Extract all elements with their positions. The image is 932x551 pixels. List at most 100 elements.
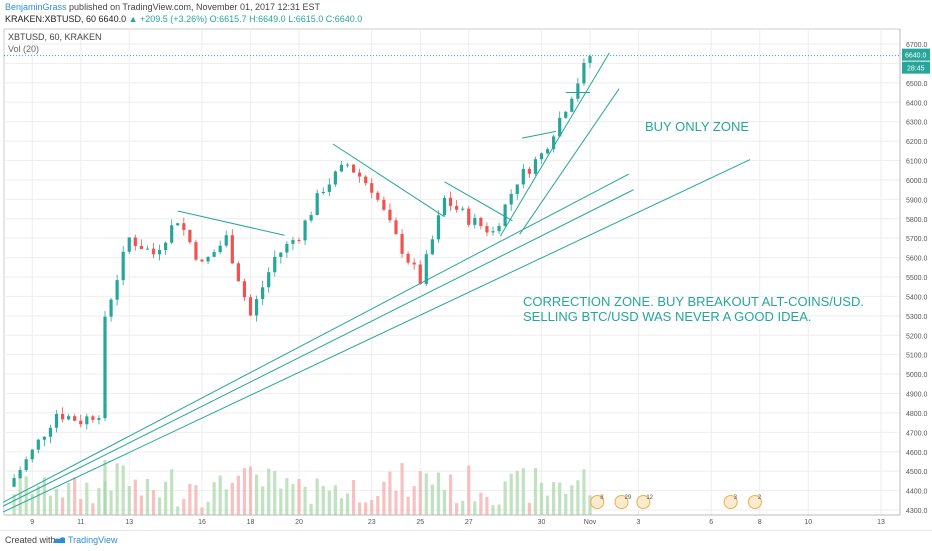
volume-bar xyxy=(188,483,192,515)
volume-bar xyxy=(157,497,162,515)
volume-bar xyxy=(491,505,495,515)
tradingview-brand-link[interactable]: TradingView xyxy=(68,535,118,545)
candle-body xyxy=(218,245,222,253)
candle-body xyxy=(491,231,495,233)
volume-bar xyxy=(521,468,525,515)
volume-bar xyxy=(242,468,247,515)
volume-bar xyxy=(406,496,410,515)
candle-body xyxy=(564,111,568,118)
ohlc-close: C:6640.0 xyxy=(325,14,363,24)
volume-bar xyxy=(291,484,295,515)
volume-bar xyxy=(60,497,65,515)
candle-body xyxy=(418,264,422,284)
candle-body xyxy=(182,223,186,230)
symbol-line: KRAKEN:XBTUSD, 60 6640.0 ▲ +209.5 (+3.26… xyxy=(5,14,362,24)
last-price: 6640.0 xyxy=(98,14,127,24)
candle-body xyxy=(436,215,441,240)
candle-body xyxy=(424,254,428,284)
trendline xyxy=(444,181,513,222)
candle-body xyxy=(406,253,410,263)
trendline xyxy=(519,88,620,235)
volume-bar xyxy=(503,481,507,515)
candle-body xyxy=(509,193,513,205)
candle-body xyxy=(97,418,101,420)
volume-bar xyxy=(509,473,513,515)
ohlc-low: L:6615.0 xyxy=(288,14,324,24)
countdown-tag-label: 28:45 xyxy=(907,66,925,73)
time-tick-label: 18 xyxy=(247,519,255,526)
price-tick-label: 4700.0 xyxy=(906,430,928,437)
volume-bar xyxy=(261,486,265,515)
volume-bar xyxy=(333,485,337,515)
trendline xyxy=(499,52,610,237)
volume-bar xyxy=(121,465,125,515)
candle-body xyxy=(552,136,556,150)
volume-bar xyxy=(388,471,392,515)
candle-body xyxy=(485,226,489,233)
candle-body xyxy=(30,449,34,460)
candle-body xyxy=(430,239,434,255)
candle-body xyxy=(242,281,247,298)
volume-bar xyxy=(18,475,22,515)
price-tick-label: 5300.0 xyxy=(906,314,928,321)
candle-body xyxy=(545,149,550,154)
event-flag-icon xyxy=(614,495,629,509)
event-count-label: 8 xyxy=(600,495,604,501)
volume-bar xyxy=(139,495,143,515)
price-chart[interactable]: 6700.06600.06500.06400.06300.06200.06100… xyxy=(0,27,932,530)
volume-bar xyxy=(582,469,586,515)
volume-bar xyxy=(267,468,271,515)
price-tick-label: 5600.0 xyxy=(906,256,928,263)
volume-bar xyxy=(515,471,519,515)
time-tick-label: 16 xyxy=(198,519,206,526)
candle-body xyxy=(455,205,459,210)
volume-bar xyxy=(36,485,40,515)
price-tick-label: 4300.0 xyxy=(906,508,928,515)
last-price-tag-label: 6640.0 xyxy=(905,53,927,60)
candle-body xyxy=(200,259,204,262)
created-with-text: Created with xyxy=(5,535,56,545)
candle-body xyxy=(370,183,374,193)
price-tick-label: 6400.0 xyxy=(906,100,928,107)
candle-body xyxy=(327,184,331,192)
price-tick-label: 4600.0 xyxy=(906,450,928,457)
annotation-buy-zone: BUY ONLY ZONE xyxy=(645,119,749,134)
volume-bar xyxy=(133,479,137,515)
volume-bar xyxy=(303,486,307,515)
time-tick-label: 27 xyxy=(465,519,473,526)
volume-bar xyxy=(30,493,34,515)
volume-bar xyxy=(467,465,471,515)
volume-bar xyxy=(364,502,368,515)
candle-body xyxy=(297,240,301,242)
volume-bar xyxy=(576,480,580,515)
time-tick-label: 6 xyxy=(709,519,713,526)
publisher-link[interactable]: BenjaminGrass xyxy=(5,2,67,12)
volume-bar xyxy=(527,502,531,515)
candle-body xyxy=(376,192,380,200)
time-tick-label: 11 xyxy=(77,519,84,526)
price-tick-label: 6200.0 xyxy=(906,139,928,146)
price-tick-label: 6500.0 xyxy=(906,81,928,88)
candle-body xyxy=(230,235,234,264)
volume-bar xyxy=(479,492,483,515)
trendline xyxy=(2,159,751,513)
publish-line: BenjaminGrass published on TradingView.c… xyxy=(5,2,320,12)
volume-bar xyxy=(103,460,107,515)
volume-bar xyxy=(67,483,71,515)
candle-body xyxy=(139,245,143,250)
candle-body xyxy=(212,252,216,257)
candle-body xyxy=(333,171,337,185)
trendlines xyxy=(2,52,751,513)
time-axis: 9 11 13 16 18 20 23 25 27 30 Nov 3 6 8 10 13 xyxy=(4,514,900,526)
time-tick-label: 3 xyxy=(637,519,641,526)
trendline xyxy=(2,189,634,507)
volume-bar xyxy=(85,482,89,515)
volume-bar xyxy=(485,497,489,515)
volume-bar xyxy=(212,482,216,515)
volume-bar xyxy=(97,488,101,515)
trendline xyxy=(332,143,445,218)
volume-bar xyxy=(151,490,156,515)
up-arrow-icon: ▲ xyxy=(128,14,138,24)
volume-bar xyxy=(206,501,210,515)
candle-body xyxy=(236,263,240,282)
